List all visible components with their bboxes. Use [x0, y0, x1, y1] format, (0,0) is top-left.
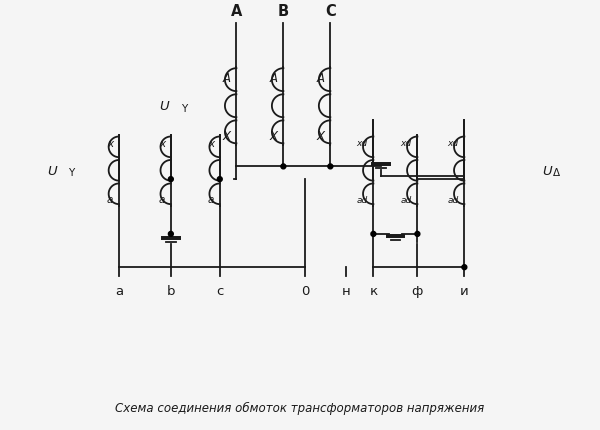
Text: x: x — [107, 139, 113, 149]
Text: $U$: $U$ — [160, 100, 171, 113]
Text: x: x — [208, 139, 214, 149]
Text: ad: ad — [400, 195, 412, 204]
Circle shape — [371, 232, 376, 237]
Circle shape — [462, 265, 467, 270]
Circle shape — [415, 232, 420, 237]
Text: $U$: $U$ — [542, 164, 553, 178]
Text: a: a — [107, 194, 113, 204]
Text: B: B — [278, 4, 289, 18]
Text: ad: ad — [356, 195, 368, 204]
Text: c: c — [216, 284, 223, 297]
Circle shape — [328, 165, 333, 169]
Text: xd: xd — [448, 139, 458, 147]
Text: ad: ad — [447, 195, 458, 204]
Text: Δ: Δ — [553, 168, 560, 178]
Text: b: b — [167, 284, 175, 297]
Text: xd: xd — [400, 139, 412, 147]
Text: X: X — [223, 129, 230, 143]
Text: A: A — [231, 4, 242, 18]
Text: ф: ф — [412, 284, 423, 297]
Text: A: A — [316, 72, 325, 85]
Text: н: н — [341, 284, 350, 297]
Text: X: X — [269, 129, 277, 143]
Text: A: A — [269, 72, 277, 85]
Circle shape — [169, 232, 173, 237]
Circle shape — [217, 177, 222, 182]
Text: $U$: $U$ — [47, 164, 58, 178]
Text: a: a — [158, 194, 165, 204]
Text: Υ: Υ — [181, 104, 187, 114]
Text: a: a — [115, 284, 123, 297]
Text: A: A — [223, 72, 230, 85]
Text: a: a — [208, 194, 214, 204]
Circle shape — [281, 165, 286, 169]
Text: X: X — [316, 129, 325, 143]
Text: Υ: Υ — [68, 168, 74, 178]
Text: и: и — [460, 284, 469, 297]
Circle shape — [169, 177, 173, 182]
Text: C: C — [325, 4, 336, 18]
Text: к: к — [370, 284, 377, 297]
Text: xd: xd — [356, 139, 368, 147]
Text: Схема соединения обмоток трансформаторов напряжения: Схема соединения обмоток трансформаторов… — [115, 401, 485, 414]
Text: x: x — [159, 139, 165, 149]
Text: 0: 0 — [301, 284, 309, 297]
